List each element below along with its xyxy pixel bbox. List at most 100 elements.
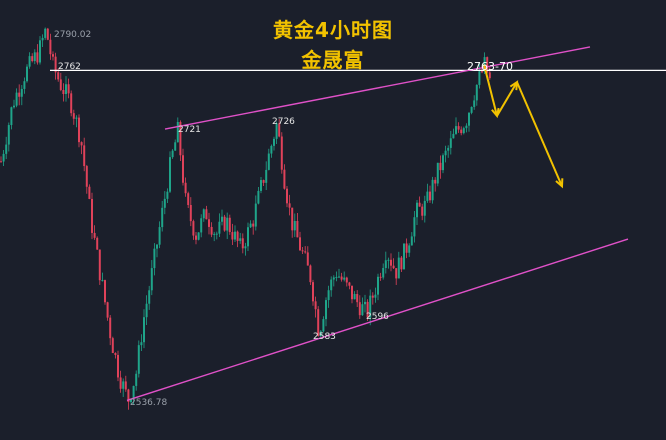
candle-body [455, 126, 457, 134]
candle-body [465, 125, 468, 129]
candle-body [200, 218, 203, 233]
candle-body [327, 290, 330, 301]
candle-body [273, 138, 275, 146]
candle-body [449, 138, 452, 148]
candle-body [49, 39, 52, 55]
candle-body [418, 202, 421, 207]
candle-body [312, 282, 314, 302]
candle-body [2, 153, 5, 162]
candle-body [5, 144, 8, 154]
candle-body [174, 142, 177, 151]
annotation-label-peak: 2726 [272, 117, 295, 127]
candle-body [28, 56, 31, 67]
candle-body [0, 161, 2, 163]
candle-body [468, 112, 470, 126]
candle-body [161, 207, 164, 228]
candle-body [395, 268, 398, 279]
candle-body [421, 206, 424, 216]
candle-body [410, 236, 413, 246]
candle-body [288, 203, 291, 208]
projection-segment [516, 81, 563, 187]
candle-body [280, 136, 283, 170]
candle-body [400, 257, 403, 270]
candle-body [384, 260, 387, 269]
candle-body [104, 280, 106, 303]
candle-body [397, 257, 400, 279]
candle-body [275, 123, 278, 139]
candle-body [379, 276, 382, 278]
candle-body [306, 252, 309, 266]
candle-body [338, 276, 340, 278]
candle-body [140, 342, 143, 346]
candle-body [390, 259, 392, 266]
candle-body [67, 84, 70, 94]
candle-body [117, 354, 119, 378]
candle-body [197, 232, 200, 240]
candle-body [332, 277, 335, 280]
candle-body [114, 353, 117, 355]
candle-body [348, 282, 351, 286]
candle-body [75, 117, 78, 119]
candle-body [488, 72, 491, 79]
candle-body [335, 276, 338, 278]
candle-body [345, 277, 348, 283]
candle-body [374, 294, 377, 298]
candle-body [260, 180, 262, 191]
candle-body [158, 227, 161, 245]
candle-body [319, 331, 322, 336]
candle-body [265, 169, 268, 183]
candle-body [457, 126, 460, 130]
candle-body [447, 147, 450, 151]
candle-body [473, 100, 476, 107]
candle-body [423, 200, 426, 216]
candle-body [304, 251, 307, 253]
candle-body [36, 52, 39, 63]
candle-body [366, 301, 369, 318]
candle-body [460, 129, 463, 134]
candle-body [202, 209, 205, 219]
candle-body [322, 319, 325, 332]
annotation-label-trough: 2536.78 [130, 398, 167, 408]
candle-body [291, 207, 294, 231]
candle-body [296, 220, 299, 238]
candle-body [44, 28, 47, 38]
candle-body [262, 180, 265, 183]
annotation-label-resistance: 2762 [58, 62, 81, 72]
candle-body [353, 293, 356, 300]
candle-body [52, 54, 54, 57]
candle-body [15, 92, 18, 106]
candle-body [317, 309, 320, 336]
candle-body [85, 166, 88, 187]
candle-body [33, 52, 36, 62]
candle-body [241, 238, 244, 249]
candle-body [218, 221, 221, 234]
candle-body [231, 232, 234, 240]
candle-body [405, 243, 408, 253]
candle-body [486, 57, 489, 73]
candle-body [343, 277, 346, 280]
candle-body [429, 191, 431, 201]
candle-body [80, 142, 83, 146]
annotation-label-peak: 2790.02 [54, 30, 91, 40]
candle-body [462, 128, 465, 134]
candle-body [442, 155, 444, 171]
candle-body [301, 250, 304, 252]
candle-body [371, 295, 374, 298]
candle-body [156, 244, 158, 249]
chart-title: 黄金4小时图 [273, 18, 393, 42]
candle-body [215, 233, 218, 235]
candle-body [340, 276, 343, 280]
candle-body [137, 345, 140, 374]
candle-body [41, 37, 44, 41]
candle-body [98, 249, 101, 281]
chart-subtitle: 金晟富 [301, 48, 365, 72]
channel-lower-line [126, 238, 629, 402]
projection-segment [496, 81, 518, 117]
projection-segment [483, 64, 498, 117]
candle-body [413, 217, 416, 237]
candle-body [226, 217, 229, 231]
candle-body [221, 216, 223, 222]
candle-body [286, 188, 288, 204]
candle-body [293, 220, 296, 231]
annotation-label-trough: 2583 [313, 332, 336, 342]
